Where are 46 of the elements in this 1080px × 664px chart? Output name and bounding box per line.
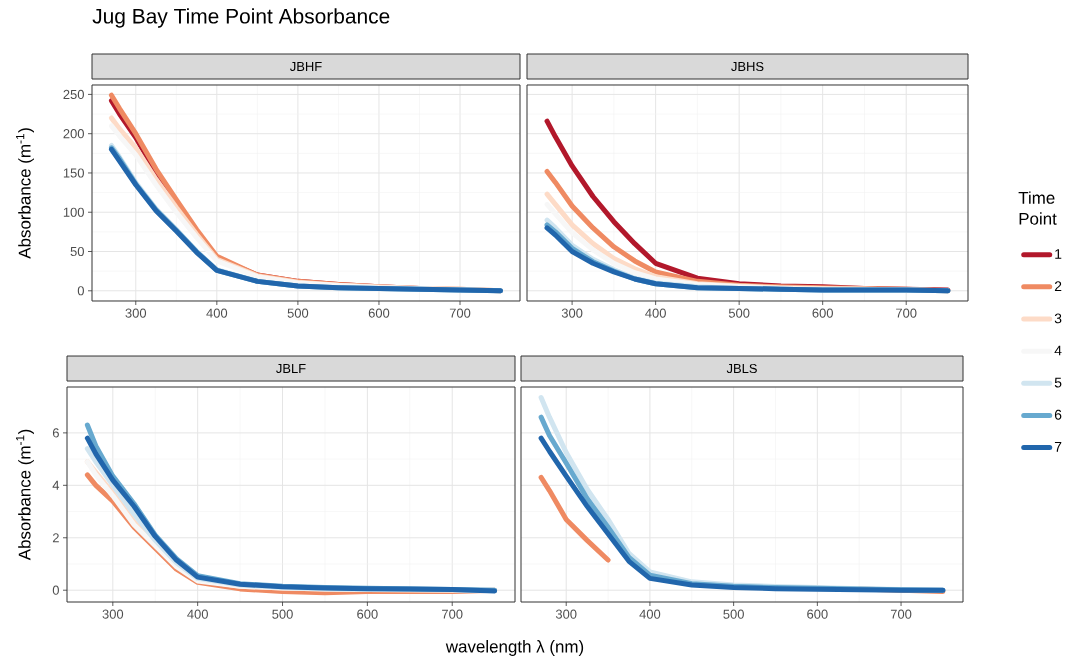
x-tick-label: 300 [125, 308, 147, 318]
y-tick-label: 100 [63, 207, 84, 217]
legend-label: 2 [1054, 281, 1062, 291]
legend-label: 3 [1054, 313, 1062, 324]
legend-label: 1 [1055, 249, 1062, 259]
x-tick-label: 700 [449, 308, 471, 318]
chart-title: JBLS [726, 363, 757, 374]
x-tick-label: 600 [812, 308, 833, 318]
x-tick-label: 700 [896, 308, 917, 318]
x-tick-label: 400 [645, 308, 666, 318]
x-tick-label: 700 [890, 609, 912, 619]
x-tick-label: 400 [639, 609, 661, 619]
legend-label: 4 [1054, 345, 1062, 356]
y-tick-label: 150 [63, 168, 84, 178]
x-tick-label: 500 [272, 609, 293, 619]
x-tick-label: 500 [287, 308, 309, 318]
x-axis-title: wavelength λ (nm) [445, 640, 584, 656]
x-tick-label: 600 [357, 609, 378, 619]
x-tick-label: 300 [102, 609, 124, 619]
y-tick-label: 0 [52, 585, 59, 595]
y-tick-label: 250 [63, 89, 84, 99]
text: Jug Bay Time Point Absorbance [92, 8, 390, 28]
y-tick-label: 2 [52, 533, 59, 543]
x-tick-label: 500 [723, 609, 744, 619]
legend-label: 5 [1054, 377, 1062, 388]
y-tick-label: 50 [70, 246, 84, 257]
y-tick-label: 4 [52, 480, 60, 490]
y-tick-label: 200 [63, 129, 84, 139]
x-tick-label: 300 [555, 609, 577, 619]
y-axis-title: Absorbance (m$^{-1}$) [16, 128, 34, 259]
chart-title: JBLF [276, 364, 306, 374]
y-tick-label: 0 [77, 286, 84, 296]
x-tick-label: 700 [442, 609, 463, 619]
x-tick-label: 300 [561, 308, 583, 318]
x-tick-label: 400 [187, 609, 208, 619]
legend-label: 7 [1054, 442, 1062, 452]
y-tick-label: 6 [52, 428, 59, 438]
legend-title: Time Point [1018, 191, 1057, 225]
x-tick-label: 600 [368, 308, 390, 318]
x-tick-label: 400 [206, 308, 228, 318]
x-tick-label: 500 [728, 308, 750, 318]
chart-title: JBHF [290, 62, 322, 72]
x-tick-label: 600 [807, 609, 828, 619]
legend-label: 6 [1054, 409, 1062, 420]
y-axis-title: Absorbance (m$^{-1}$) [16, 429, 34, 561]
chart-title: JBHS [731, 61, 764, 72]
